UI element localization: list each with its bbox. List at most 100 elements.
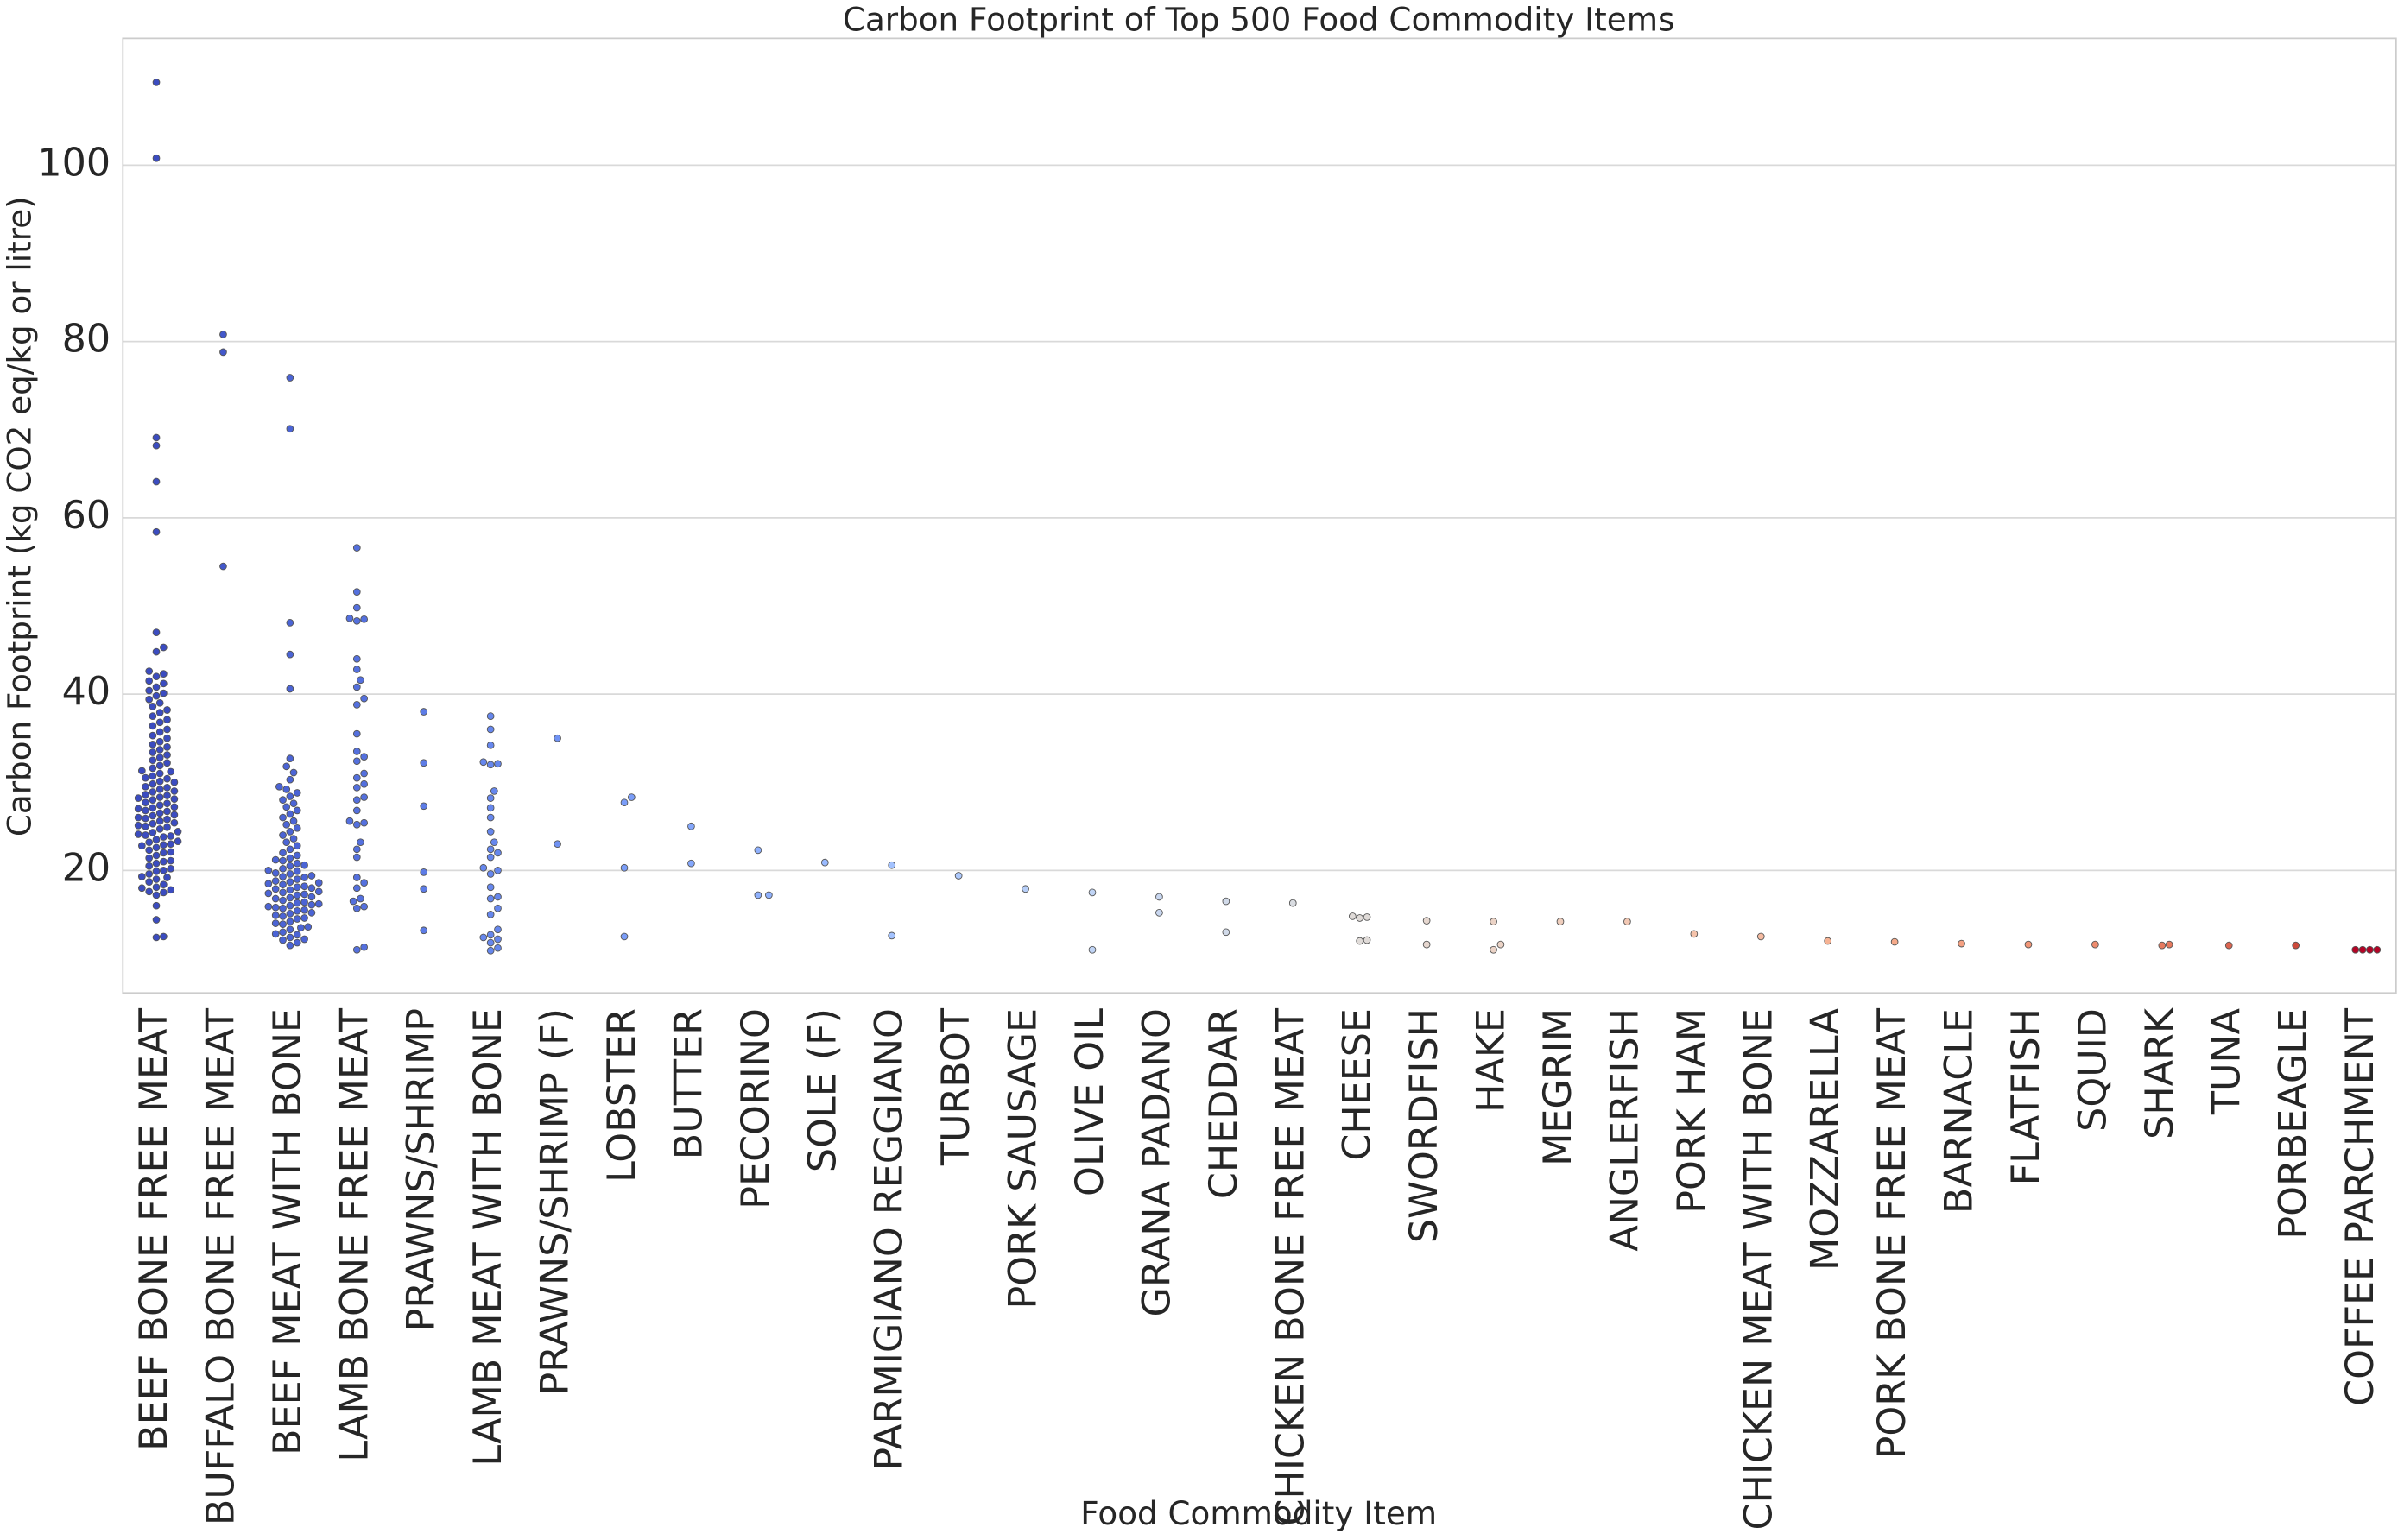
x-tick-label: FLATFISH (2004, 1008, 2048, 1185)
data-point (170, 803, 179, 811)
data-point (149, 788, 157, 796)
data-point (167, 856, 175, 865)
data-point (145, 854, 154, 862)
data-point (307, 884, 316, 893)
data-point (494, 849, 502, 857)
data-point (271, 885, 280, 893)
data-point (149, 779, 157, 788)
data-point (279, 864, 287, 873)
x-tick-label: CHICKEN MEAT WITH BONE (1737, 1008, 1781, 1530)
data-point (163, 807, 171, 816)
data-point (152, 859, 161, 868)
data-point (145, 846, 154, 855)
data-point (360, 879, 368, 887)
x-tick-label: SOLE (F) (800, 1008, 845, 1172)
data-point (286, 828, 294, 836)
data-point (2373, 945, 2382, 954)
data-point (286, 918, 294, 925)
data-point (486, 804, 495, 812)
data-point (1088, 945, 1097, 954)
data-point (1356, 914, 1364, 922)
data-point (300, 861, 308, 869)
data-point (170, 818, 179, 827)
data-point (300, 874, 308, 881)
data-point (271, 877, 280, 885)
data-point (307, 900, 316, 909)
x-tick-label: BARNACLE (1938, 1008, 1982, 1214)
data-point (142, 831, 149, 839)
y-tick-label: 80 (62, 318, 111, 362)
data-point (152, 836, 161, 843)
data-point (149, 764, 157, 773)
data-point (293, 875, 301, 883)
data-point (349, 897, 357, 906)
data-point (142, 822, 149, 830)
data-point (142, 773, 149, 782)
data-point (620, 798, 629, 807)
data-point (286, 910, 294, 918)
data-point (352, 845, 361, 854)
data-point (149, 819, 157, 828)
x-tick-label: SQUID (2071, 1008, 2115, 1132)
data-point (163, 874, 171, 881)
data-point (494, 935, 502, 944)
data-point (152, 154, 161, 162)
data-point (620, 863, 629, 872)
data-point (155, 769, 164, 778)
data-point (155, 786, 164, 793)
data-point (1496, 940, 1505, 949)
data-point (1756, 932, 1765, 941)
data-point (293, 868, 301, 875)
x-tick-label: LAMB BONE FREE MEAT (332, 1007, 376, 1461)
data-point (1356, 937, 1364, 945)
data-point (1490, 945, 1497, 954)
data-point (286, 878, 294, 886)
x-tick-label: BUTTER (667, 1008, 711, 1159)
data-point (286, 941, 294, 950)
data-point (1155, 909, 1163, 917)
x-tick-label: PORK HAM (1670, 1008, 1714, 1214)
data-point (134, 813, 142, 822)
y-tick-label: 60 (62, 494, 111, 538)
data-point (163, 743, 171, 751)
data-point (360, 943, 368, 951)
data-point (286, 792, 294, 800)
data-point (304, 923, 313, 931)
data-point (754, 891, 762, 899)
data-point (167, 848, 175, 856)
data-point (352, 748, 361, 755)
data-point (174, 828, 182, 836)
data-point (163, 716, 171, 724)
data-point (271, 869, 280, 877)
data-point (293, 931, 301, 939)
data-point (142, 798, 149, 807)
data-point (149, 748, 157, 756)
data-point (145, 887, 154, 896)
data-point (486, 938, 495, 947)
data-point (155, 817, 164, 825)
data-point (420, 885, 428, 893)
data-point (152, 672, 161, 681)
data-point (152, 477, 161, 486)
data-point (134, 805, 142, 813)
x-tick-label: PORK BONE FREE MEAT (1870, 1007, 1914, 1459)
data-point (1890, 937, 1899, 946)
data-point (1824, 937, 1832, 945)
data-point (275, 782, 283, 791)
data-point (357, 894, 364, 903)
data-point (279, 888, 287, 897)
data-point (352, 757, 361, 766)
data-point (279, 912, 287, 920)
data-point (687, 822, 695, 830)
data-point (1155, 893, 1163, 901)
data-point (271, 930, 280, 938)
data-point (142, 806, 149, 815)
data-point (155, 793, 164, 801)
x-tick-label: HAKE (1470, 1008, 1514, 1113)
data-point (279, 936, 287, 944)
data-point (149, 796, 157, 804)
x-axis-label: Food Commodity Item (1080, 1494, 1437, 1532)
data-point (486, 741, 495, 749)
data-point (149, 740, 157, 748)
